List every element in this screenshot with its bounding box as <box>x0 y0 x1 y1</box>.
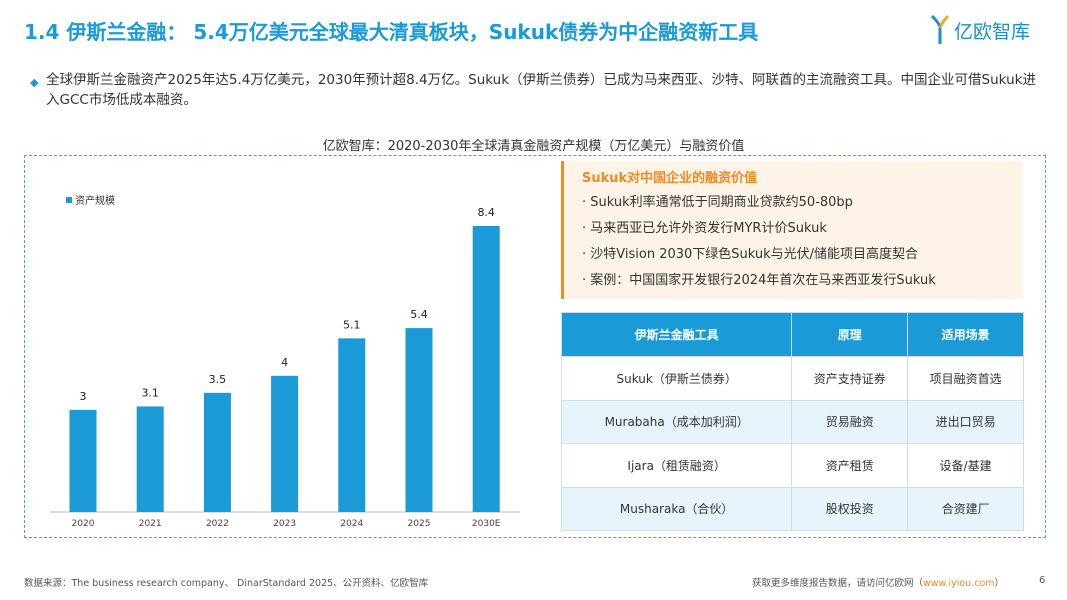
bar <box>338 338 366 512</box>
panel-item: · 沙特Vision 2030下绿色Sukuk与光伏/储能项目高度契合 <box>582 247 919 262</box>
x-tick-label: 2021 <box>139 519 162 529</box>
table-cell: 进出口贸易 <box>907 399 1024 444</box>
website-link[interactable]: www.iyiou.com <box>923 578 995 589</box>
bar <box>136 406 164 512</box>
x-tick-label: 2022 <box>206 519 229 529</box>
table-cell: Musharaka（合伙） <box>560 486 793 531</box>
data-label: 8.4 <box>477 206 495 219</box>
x-tick-label: 2025 <box>408 519 431 529</box>
table-row: Musharaka（合伙） 股权投资 合资建厂 <box>560 486 1024 531</box>
data-label: 3.1 <box>141 386 159 399</box>
panel-title: Sukuk对中国企业的融资价值 <box>582 171 758 186</box>
table-cell: 合资建厂 <box>907 486 1024 531</box>
bar <box>203 392 231 512</box>
table-cell: Ijara（租赁融资） <box>560 443 793 488</box>
panel-item: · Sukuk利率通常低于同期商业贷款约50-80bp <box>582 195 853 210</box>
table-cell: Sukuk（伊斯兰债券） <box>560 356 793 401</box>
data-label: 5.1 <box>343 318 361 331</box>
page-number: 6 <box>1039 575 1046 586</box>
summary-bullet: ◆ 全球伊斯兰金融资产2025年达5.4万亿美元，2030年预计超8.4万亿。Su… <box>30 70 1040 110</box>
bar-chart: 3 2020 3.1 2021 3.5 2022 4 2023 5.1 2024 5.4 2025 8.… <box>50 206 520 529</box>
table-cell: 项目融资首选 <box>907 356 1024 401</box>
data-label: 4 <box>281 356 288 369</box>
chart-legend: 资产规模 <box>66 192 115 207</box>
table-row: Sukuk（伊斯兰债券） 资产支持证券 项目融资首选 <box>560 356 1024 401</box>
table-cell: 设备/基建 <box>907 443 1024 488</box>
instruments-table: 伊斯兰金融工具 原理 适用场景 Sukuk（伊斯兰债券） 资产支持证券 项目融资首选… <box>560 312 1024 531</box>
bar <box>69 409 97 512</box>
legend-swatch <box>66 196 72 203</box>
sukuk-value-panel: Sukuk对中国企业的融资价值 · Sukuk利率通常低于同期商业贷款约50-8… <box>561 161 1023 299</box>
table-cell: 股权投资 <box>791 486 909 531</box>
chart-title: 亿欧智库：2020-2030年全球清真金融资产规模（万亿美元）与融资价值 <box>322 139 745 154</box>
table-cell: 资产租赁 <box>791 443 909 488</box>
footer-close: ） <box>994 578 1005 589</box>
bar <box>271 375 299 512</box>
bar <box>472 226 500 512</box>
content-frame <box>24 155 1046 538</box>
x-tick-label: 2023 <box>273 519 296 529</box>
column-header: 原理 <box>791 312 909 357</box>
page-title: 1.4 伊斯兰金融： 5.4万亿美元全球最大清真板块，Sukuk债券为中企融资新… <box>24 20 759 44</box>
data-label: 3 <box>80 390 87 403</box>
table-cell: Murabaha（成本加利润） <box>560 399 793 444</box>
footer-more-text: 获取更多维度报告数据，请访问亿欧网（ <box>752 578 924 589</box>
column-header: 适用场景 <box>907 312 1024 357</box>
table-row: Ijara（租赁融资） 资产租赁 设备/基建 <box>560 443 1024 488</box>
logo-text: 亿欧智库 <box>954 20 1031 43</box>
data-label: 3.5 <box>209 373 227 386</box>
source-note: 数据来源：The business research company、 Dina… <box>24 578 429 589</box>
x-tick-label: 2030E <box>472 519 501 529</box>
column-header: 伊斯兰金融工具 <box>560 312 793 357</box>
summary-text: 全球伊斯兰金融资产2025年达5.4万亿美元，2030年预计超8.4万亿。Suk… <box>46 72 1036 108</box>
logo: 亿欧智库 <box>930 14 1030 46</box>
table-row: Murabaha（成本加利润） 贸易融资 进出口贸易 <box>560 399 1024 444</box>
diamond-icon: ◆ <box>30 76 39 89</box>
x-tick-label: 2020 <box>72 519 95 529</box>
x-tick-label: 2024 <box>340 519 363 529</box>
table-cell: 贸易融资 <box>791 399 909 444</box>
legend-label: 资产规模 <box>75 196 115 207</box>
panel-item: · 案例：中国国家开发银行2024年首次在马来西亚发行Sukuk <box>582 273 936 288</box>
bar <box>405 328 433 512</box>
table-cell: 资产支持证券 <box>791 356 909 401</box>
logo-icon <box>930 14 950 44</box>
table-header-row: 伊斯兰金融工具 原理 适用场景 <box>560 312 1024 357</box>
footer-more: 获取更多维度报告数据，请访问亿欧网（www.iyiou.com） <box>752 575 1004 589</box>
data-label: 5.4 <box>410 308 428 321</box>
panel-item: · 马来西亚已允许外资发行MYR计价Sukuk <box>582 221 827 236</box>
